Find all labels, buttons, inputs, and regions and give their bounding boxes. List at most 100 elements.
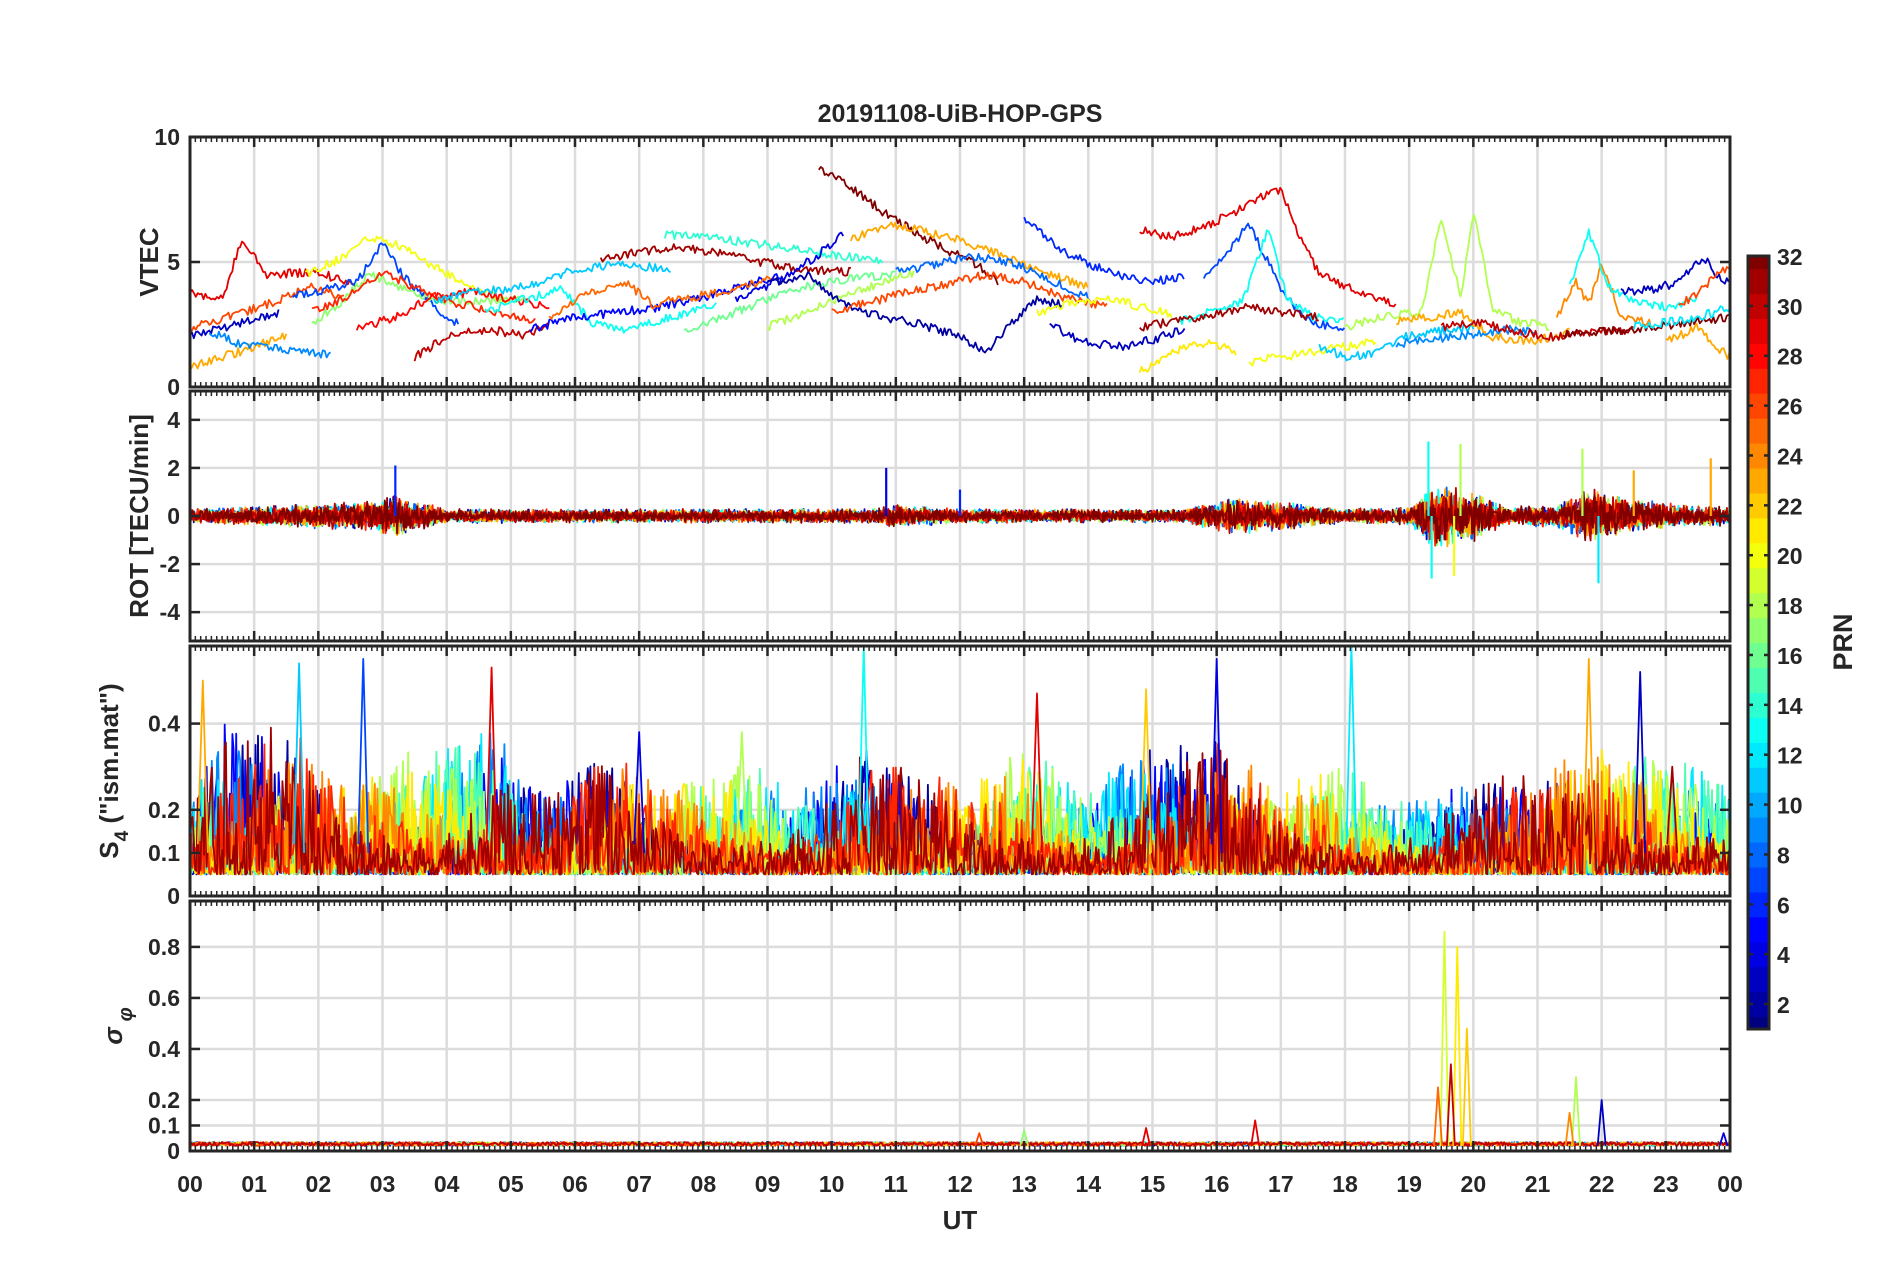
sigma_phi-y-tick-label: 0 <box>167 1138 180 1164</box>
colorbar-tick-label: 6 <box>1777 892 1790 918</box>
sigma-phi-y-label: σφ <box>98 1007 137 1044</box>
colorbar-cell <box>1748 517 1769 544</box>
colorbar-tick-label: 20 <box>1777 543 1803 569</box>
vtec-series-prn-29 <box>1139 187 1397 308</box>
x-tick-label: 10 <box>819 1171 845 1197</box>
rot-y-tick-label: 0 <box>167 503 180 529</box>
colorbar-cell <box>1748 767 1769 793</box>
x-tick-label: 20 <box>1461 1171 1487 1197</box>
vtec-series-prn-8 <box>895 252 1090 302</box>
sigma-phi-y-tick-labels: 00.10.2 0.4 0.6 0.8 <box>148 934 180 1164</box>
vtec-series-prn-23 <box>1396 308 1570 346</box>
colorbar-cell <box>1748 492 1769 519</box>
vtec-y-label: VTEC <box>134 227 164 297</box>
s4-y-label: S4 ("ism.mat") <box>94 683 133 858</box>
colorbar-cell <box>1748 692 1769 718</box>
s4-y-tick-labels: 0 0.1 0.2 0.4 <box>148 711 180 909</box>
sigma-phi-y-label-sub: φ <box>115 1007 137 1021</box>
x-tick-label: 06 <box>562 1171 588 1197</box>
sigma-phi-peak-prn-21 <box>1452 946 1463 1146</box>
vtec-series-prn-20 <box>1036 295 1173 318</box>
x-tick-label: 05 <box>498 1171 524 1197</box>
colorbar-cell <box>1748 542 1769 569</box>
rot-series <box>190 441 1730 584</box>
panel-sigma-phi: 00.10.2 0.4 0.6 0.8 σφ <box>98 899 1732 1164</box>
sigma-phi-y-label-main: σ <box>98 1026 128 1045</box>
vtec-series-prn-31 <box>599 243 851 277</box>
vtec-series-prn-30 <box>413 322 550 362</box>
colorbar-cells <box>1748 256 1769 1030</box>
s4-peak-prn-4 <box>633 731 646 853</box>
vtec-series-prn-6 <box>1023 216 1185 286</box>
vtec-series-prn-32 <box>818 166 999 286</box>
x-tick-label: 13 <box>1011 1171 1037 1197</box>
vtec-series-prn-18 <box>1344 214 1550 332</box>
vtec-series-prn-29 <box>190 240 357 301</box>
s4-peak-prn-12 <box>1345 646 1358 853</box>
sigma-phi-peak-prn-17 <box>1019 1129 1030 1147</box>
colorbar-cell <box>1748 841 1769 868</box>
s4-peak-prn-31 <box>1666 765 1679 853</box>
s4-y-label-sub: 4 <box>112 830 133 841</box>
colorbar-cell <box>1748 667 1769 693</box>
s4-peak-prn-23 <box>1582 658 1595 853</box>
rot-y-tick-label: 4 <box>167 407 180 433</box>
sigma-phi-peak-prn-3 <box>1596 1099 1607 1146</box>
colorbar-cell <box>1748 642 1769 669</box>
colorbar-cell <box>1748 343 1769 369</box>
sigma_phi-y-tick-label: 0.4 <box>148 1036 180 1062</box>
s4-peak-prn-3 <box>1634 670 1647 853</box>
panel-rot: -4 -2 0 2 4 ROT [TECU/min] <box>124 389 1732 643</box>
vtec-series-prn-14 <box>663 230 884 265</box>
x-tick-label: 17 <box>1268 1171 1294 1197</box>
s4-peak-prn-7 <box>357 658 370 853</box>
s4-peak-prn-13 <box>857 646 870 853</box>
colorbar-tick-label: 14 <box>1777 693 1803 719</box>
vtec-series-prn-3 <box>190 309 280 340</box>
x-tick-label: 00 <box>177 1171 203 1197</box>
s4-peak-prn-4 <box>1210 658 1223 853</box>
colorbar-cell <box>1748 256 1769 270</box>
colorbar-tick-label: 32 <box>1777 244 1803 270</box>
sigma-phi-peak-prn-25 <box>1433 1086 1443 1146</box>
s4-ticks <box>188 644 1732 898</box>
rot-series-prn-32 <box>190 491 1730 544</box>
x-tick-label: 14 <box>1076 1171 1102 1197</box>
x-tick-label: 12 <box>947 1171 973 1197</box>
x-tick-label: 16 <box>1204 1171 1230 1197</box>
x-tick-label: 08 <box>691 1171 717 1197</box>
colorbar-tick-label: 12 <box>1777 743 1803 769</box>
colorbar-cell <box>1748 467 1769 494</box>
vtec-grid <box>188 135 1732 389</box>
colorbar-cell <box>1748 991 1769 1018</box>
colorbar-tick-label: 22 <box>1777 493 1803 519</box>
s4-y-label-suffix: ("ism.mat") <box>94 683 124 830</box>
colorbar-cell <box>1748 617 1769 644</box>
vtec-series-prn-20 <box>1248 338 1377 367</box>
rot-y-tick-label: -2 <box>160 551 180 577</box>
x-tick-label: 07 <box>626 1171 652 1197</box>
x-tick-label: 19 <box>1396 1171 1422 1197</box>
vtec-series-prn-30 <box>1440 318 1635 342</box>
vtec-y-tick-label: 5 <box>167 249 180 275</box>
colorbar-cell <box>1748 792 1769 818</box>
vtec-series-prn-4 <box>734 231 844 303</box>
vtec-series-prn-9 <box>208 330 332 359</box>
rot-y-tick-label: -4 <box>160 599 181 625</box>
colorbar-cell <box>1748 318 1769 344</box>
s4-series <box>190 646 1730 876</box>
s4-y-label-main: S <box>94 841 124 858</box>
panel-s4: 0 0.1 0.2 0.4 S4 ("ism.mat") <box>94 644 1732 909</box>
s4-y-tick-label: 0 <box>167 883 180 909</box>
colorbar-cell <box>1748 817 1769 843</box>
s4-peak-prn-29 <box>1031 692 1043 853</box>
colorbar-cell <box>1748 268 1769 295</box>
colorbar-cell <box>1748 293 1769 319</box>
colorbar-tick-label: 28 <box>1777 344 1803 370</box>
vtec-y-tick-label: 0 <box>167 374 180 400</box>
colorbar-tick-label: 16 <box>1777 643 1803 669</box>
sigma_phi-y-tick-label: 0.1 <box>148 1112 180 1138</box>
